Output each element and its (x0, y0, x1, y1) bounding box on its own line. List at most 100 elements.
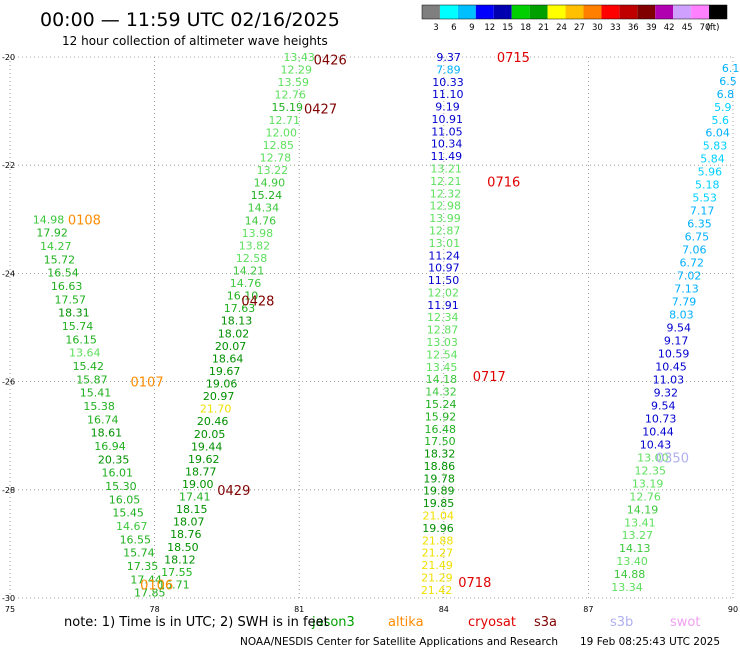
swh-value: 13.41 (624, 516, 656, 529)
swh-value: 14.18 (426, 373, 458, 386)
swh-value: 14.19 (627, 503, 659, 516)
color-scale-label: 39 (646, 23, 657, 33)
swh-value: 13.27 (622, 529, 654, 542)
swh-value: 21.29 (421, 571, 453, 584)
pass-time-label: 0426 (314, 54, 347, 69)
swh-value: 12.76 (274, 89, 306, 102)
swh-value: 17.57 (55, 293, 87, 306)
swh-value: 5.84 (700, 153, 725, 166)
swh-value: 5.18 (695, 179, 720, 192)
swh-value: 18.07 (173, 516, 205, 529)
color-scale-swatch (709, 5, 727, 19)
swh-value: 16.63 (51, 280, 83, 293)
swh-value: 16.71 (158, 578, 190, 591)
swh-value: 13.19 (632, 477, 664, 490)
swh-value: 16.55 (120, 533, 152, 546)
swh-value: 15.87 (76, 373, 108, 386)
swh-value: 16.05 (109, 493, 141, 506)
swh-value: 7.06 (682, 244, 707, 257)
swh-value: 16.74 (87, 413, 119, 426)
swh-value: 17.85 (134, 587, 166, 600)
legend-jason3: jason3 (311, 615, 355, 630)
swh-value: 15.45 (112, 507, 144, 520)
color-scale-swatch (439, 5, 458, 19)
swh-value: 17.35 (127, 560, 159, 573)
swh-value: 14.76 (230, 277, 262, 290)
swh-value: 15.42 (73, 360, 105, 373)
color-scale-label: 15 (502, 23, 513, 33)
color-scale-label: 70 (700, 23, 711, 33)
chart-title: 00:00 — 11:59 UTC 02/16/2025 (40, 9, 340, 31)
swh-value: 7.79 (672, 296, 697, 309)
swh-value: 15.24 (425, 398, 457, 411)
y-tick-label: -24 (2, 269, 15, 278)
color-scale-label: 21 (538, 23, 549, 33)
swh-value: 21.70 (200, 403, 232, 416)
swh-value: 18.12 (164, 553, 196, 566)
swh-value: 15.38 (83, 400, 115, 413)
swh-value: 14.76 (245, 214, 277, 227)
swh-value: 19.06 (206, 378, 238, 391)
swh-value: 18.31 (58, 307, 90, 320)
swh-value: 12.76 (629, 490, 661, 503)
swh-value: 18.02 (218, 327, 250, 340)
color-scale-label: 12 (484, 23, 495, 33)
swh-value: 11.91 (427, 299, 459, 312)
swh-value: 14.67 (116, 520, 148, 533)
swh-value: 19.96 (422, 522, 454, 535)
color-scale-swatch (619, 5, 638, 19)
swh-value: 12.78 (260, 151, 292, 164)
swh-value: 17.50 (424, 435, 456, 448)
color-scale-swatch (565, 5, 584, 19)
color-scale-swatch (583, 5, 602, 19)
swh-value: 10.91 (431, 113, 463, 126)
swh-value: 11.24 (428, 249, 460, 262)
pass-time-label: 0717 (473, 370, 506, 385)
color-scale-swatch (547, 5, 566, 19)
swh-value: 16.48 (424, 423, 456, 436)
swh-value: 12.34 (427, 311, 459, 324)
color-scale-label: (ft) (707, 23, 720, 33)
swh-value: 11.03 (653, 373, 685, 386)
swh-value: 12.54 (426, 348, 458, 361)
swh-value: 15.74 (123, 547, 155, 560)
swh-value: 21.27 (422, 547, 454, 560)
swh-value: 11.50 (428, 274, 460, 287)
swh-value: 11.49 (431, 150, 463, 163)
x-tick-label: 87 (583, 605, 593, 614)
pass-time-label: 0107 (131, 376, 164, 391)
swh-value: 9.32 (654, 386, 679, 399)
swh-value: 18.50 (167, 541, 199, 554)
pass-time-label: 0715 (497, 51, 530, 66)
swh-value: 21.42 (421, 584, 453, 597)
swh-value: 13.40 (616, 555, 648, 568)
pass-time-label: 0716 (487, 175, 520, 190)
color-scale-swatch (673, 5, 692, 19)
swh-value: 13.45 (426, 361, 458, 374)
y-tick-label: -20 (2, 53, 15, 62)
swh-value: 15.24 (251, 189, 283, 202)
legend-s3b: s3b (610, 615, 633, 630)
swh-value: 13.98 (242, 227, 274, 240)
swh-value: 15.74 (62, 320, 94, 333)
swh-value: 9.37 (436, 51, 461, 64)
swh-value: 13.03 (426, 336, 458, 349)
swh-value: 17.92 (36, 227, 68, 240)
swh-value: 6.75 (685, 231, 710, 244)
swh-value: 14.90 (254, 177, 286, 190)
swh-value: 14.88 (614, 568, 646, 581)
swh-value: 6.8 (717, 88, 735, 101)
swh-value: 9.54 (651, 399, 676, 412)
swh-value: 21.04 (423, 510, 455, 523)
pass-time-label: 0427 (304, 102, 337, 117)
footer-note: note: 1) Time is in UTC; 2) SWH is in fe… (64, 615, 329, 630)
x-tick-label: 84 (439, 605, 449, 614)
swh-value: 7.89 (436, 63, 461, 76)
swh-value: 17.55 (161, 566, 193, 579)
swh-value: 13.21 (430, 163, 462, 176)
swh-value: 18.76 (170, 528, 202, 541)
swh-value: 14.32 (425, 386, 457, 399)
swh-value: 18.86 (424, 460, 456, 473)
swh-value: 14.98 (33, 213, 65, 226)
